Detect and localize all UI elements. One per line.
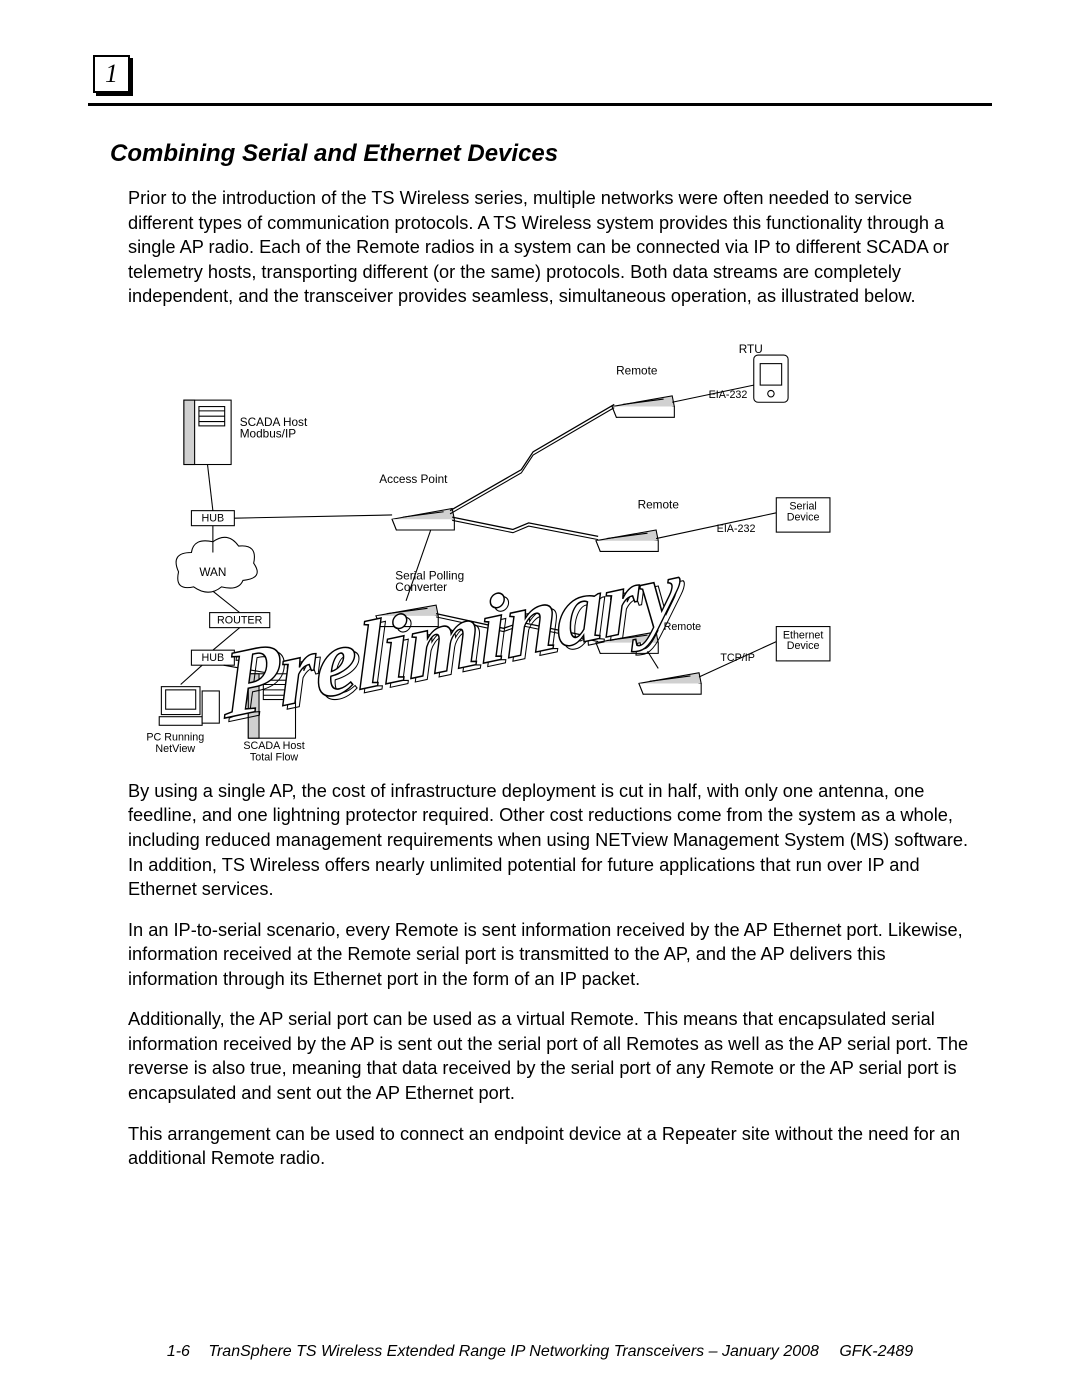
svg-text:EIA-232: EIA-232 [709, 389, 748, 401]
paragraph-1: Prior to the introduction of the TS Wire… [128, 186, 980, 309]
chapter-rule [88, 103, 992, 106]
svg-text:Access Point: Access Point [379, 472, 448, 486]
diagram-svg: SCADA HostModbus/IPHUBWANROUTERHUBPC Run… [128, 325, 888, 765]
svg-text:Remote: Remote [616, 363, 658, 377]
svg-text:TCP/IP: TCP/IP [720, 652, 755, 664]
svg-text:WAN: WAN [199, 565, 226, 579]
svg-text:NetView: NetView [155, 743, 195, 755]
svg-text:Remote: Remote [638, 497, 680, 511]
svg-text:HUB: HUB [202, 512, 225, 524]
network-diagram: SCADA HostModbus/IPHUBWANROUTERHUBPC Run… [128, 325, 980, 765]
svg-text:Device: Device [787, 511, 820, 523]
footer-page: 1-6 [167, 1343, 190, 1360]
paragraph-5: This arrangement can be used to connect … [128, 1122, 980, 1171]
paragraph-2: By using a single AP, the cost of infras… [128, 779, 980, 902]
svg-text:Modbus/IP: Modbus/IP [240, 426, 297, 440]
watermark-text: Preliminary [221, 535, 683, 739]
paragraph-4: Additionally, the AP serial port can be … [128, 1007, 980, 1105]
svg-text:Device: Device [787, 640, 820, 652]
paragraph-3: In an IP-to-serial scenario, every Remot… [128, 918, 980, 992]
page-footer: 1-6 TranSphere TS Wireless Extended Rang… [0, 1343, 1080, 1361]
body-column: Prior to the introduction of the TS Wire… [128, 186, 980, 1171]
chapter-number-box: 1 [93, 55, 130, 93]
svg-text:PC Running: PC Running [146, 731, 204, 743]
svg-text:Total Flow: Total Flow [250, 752, 299, 764]
footer-doc: GFK-2489 [839, 1343, 913, 1360]
section-title: Combining Serial and Ethernet Devices [110, 140, 992, 168]
svg-text:SCADA Host: SCADA Host [243, 740, 304, 752]
svg-text:HUB: HUB [202, 652, 225, 664]
svg-text:RTU: RTU [739, 342, 763, 356]
footer-title: TranSphere TS Wireless Extended Range IP… [208, 1343, 819, 1360]
svg-text:EIA-232: EIA-232 [717, 523, 756, 535]
